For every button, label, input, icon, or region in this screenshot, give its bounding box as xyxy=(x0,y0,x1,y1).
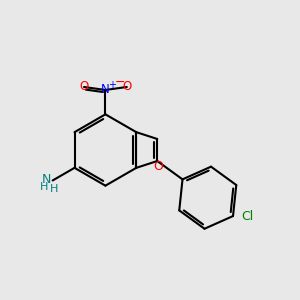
Text: O: O xyxy=(153,160,163,172)
Text: −: − xyxy=(115,75,125,88)
Text: N: N xyxy=(42,173,51,186)
Text: H: H xyxy=(50,184,58,194)
Text: N: N xyxy=(101,83,110,97)
Text: H: H xyxy=(40,182,49,192)
Text: Cl: Cl xyxy=(241,210,254,223)
Text: +: + xyxy=(108,80,116,90)
Text: O: O xyxy=(122,80,131,94)
Text: O: O xyxy=(80,80,88,94)
